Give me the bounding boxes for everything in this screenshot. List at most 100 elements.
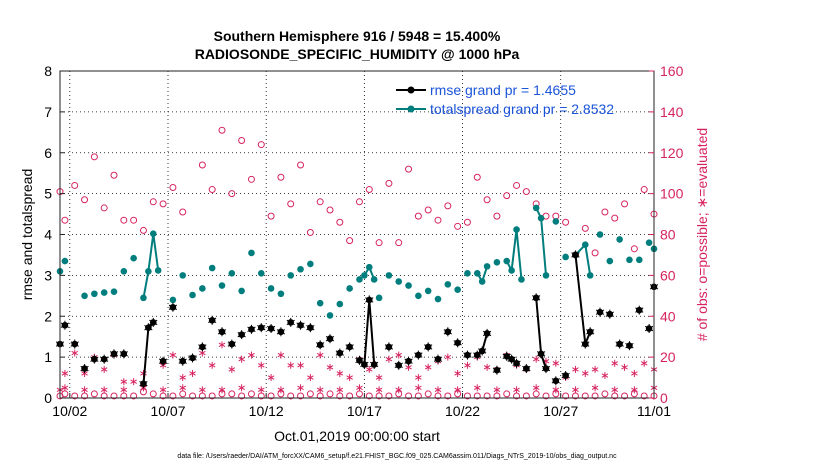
obs-evaluated-low-point-stroke — [159, 387, 167, 393]
rmse-point-star-stroke — [158, 358, 168, 364]
rmse-point-star — [581, 339, 590, 349]
obs-possible-point — [218, 126, 226, 134]
rmse-point-star — [463, 350, 472, 360]
rmse-point-star — [188, 353, 197, 363]
obs-evaluated-point-stroke — [365, 367, 373, 372]
obs-evaluated-low-point — [454, 386, 461, 394]
obs-evaluated-point-stroke — [395, 352, 403, 358]
obs-possible-low-point — [287, 392, 295, 400]
obs-evaluated-point — [483, 363, 491, 371]
x-tick-label: 11/01 — [637, 403, 671, 419]
rmse-point-star — [266, 324, 276, 334]
rmse-point-star — [100, 354, 109, 364]
obs-possible-low-point — [385, 392, 393, 400]
obs-evaluated-low-point-stroke — [395, 387, 403, 393]
obs-possible-low-point — [238, 392, 246, 400]
spread-point — [149, 230, 157, 237]
rmse-point-star-stroke — [532, 295, 541, 301]
obs-evaluated-point — [552, 359, 560, 367]
rmse-point-star — [109, 349, 119, 359]
spread-point — [365, 263, 373, 271]
obs-possible-point — [169, 183, 177, 191]
chart-title-line2: RADIOSONDE_SPECIFIC_HUMIDITY @ 1000 hPa — [195, 46, 520, 62]
obs-possible-low-point — [306, 390, 314, 398]
rmse-point-star-stroke — [478, 348, 487, 354]
rmse-point-star — [478, 346, 487, 356]
obs-possible-low-point — [581, 392, 589, 400]
obs-possible-point — [326, 206, 334, 214]
rmse-point-star — [237, 330, 246, 340]
obs-possible-point — [238, 136, 246, 144]
obs-evaluated-low-point-stroke — [316, 387, 324, 393]
obs-possible-low-point — [562, 392, 570, 400]
obs-possible-low-point — [522, 392, 530, 400]
spread-point — [120, 267, 128, 275]
rmse-point-star — [70, 339, 79, 349]
spread-point — [537, 214, 545, 222]
obs-evaluated-low-point — [572, 386, 579, 394]
obs-evaluated-low-point-stroke — [631, 387, 638, 393]
obs-evaluated-low-point-stroke — [415, 385, 422, 390]
obs-evaluated-point-stroke — [189, 371, 196, 376]
rmse-point-star-stroke — [404, 358, 413, 364]
spread-point — [508, 267, 515, 274]
spread-point — [307, 260, 314, 268]
rmse-point-star — [605, 309, 614, 319]
x-tick-label: 10/27 — [543, 403, 578, 419]
obs-possible-point — [257, 141, 265, 149]
obs-evaluated-point-stroke — [179, 375, 187, 380]
rmse-point-star — [644, 324, 654, 334]
obs-evaluated-low-point-stroke — [454, 387, 461, 393]
obs-possible-low-point — [424, 390, 432, 398]
rmse-point-star — [316, 340, 325, 350]
obs-evaluated-low-point — [297, 384, 304, 392]
rmse-point-star-stroke — [80, 365, 89, 372]
footer-file-path: data file: /Users/raeder/DAI/ATM_forcXX/… — [177, 453, 617, 460]
obs-evaluated-point-stroke — [248, 352, 255, 358]
obs-possible-point — [208, 186, 216, 194]
x-tick-label: 10/02 — [52, 403, 87, 419]
obs-possible-low-point — [208, 392, 216, 400]
obs-possible-point — [316, 198, 324, 206]
obs-evaluated-low-point — [277, 386, 285, 394]
obs-evaluated-low-point-stroke — [356, 385, 363, 390]
obs-evaluated-low-point — [473, 384, 481, 392]
y-tick-label-right: 20 — [660, 349, 676, 365]
rmse-point-star-stroke — [119, 351, 128, 357]
spread-line — [505, 229, 523, 280]
y-tick-label-left: 0 — [44, 390, 52, 406]
rmse-point-star — [507, 354, 516, 364]
rmse-point-star-stroke — [149, 319, 158, 326]
obs-possible-low-point — [483, 392, 491, 400]
obs-possible-point — [522, 188, 530, 196]
obs-evaluated-point-stroke — [601, 373, 609, 378]
chart-title-line1: Southern Hemisphere 916 / 5948 = 15.400% — [214, 28, 501, 44]
y-axis-label-right: # of obs: o=possible; ∗=evaluated — [694, 128, 710, 341]
obs-evaluated-point — [346, 374, 353, 382]
spread-point — [395, 278, 403, 285]
obs-evaluated-low-point — [218, 386, 226, 394]
spread-point — [169, 296, 177, 304]
obs-evaluated-low-point — [81, 386, 88, 394]
obs-possible-point — [640, 186, 648, 194]
spread-point — [361, 272, 368, 279]
rmse-point-star — [325, 334, 335, 344]
rmse-point-star-stroke — [208, 317, 217, 324]
rmse-point-star — [144, 323, 153, 333]
y-tick-label-left: 4 — [44, 227, 52, 243]
rmse-point-star — [635, 305, 644, 315]
legend-rmse-marker — [407, 86, 415, 94]
rmse-point-star — [595, 307, 605, 317]
rmse-point-star-stroke — [463, 352, 472, 358]
spread-point — [81, 292, 88, 300]
obs-evaluated-low-point-stroke — [552, 387, 560, 393]
obs-possible-point — [130, 216, 138, 224]
obs-possible-point — [149, 198, 157, 206]
obs-evaluated-point-stroke — [611, 361, 619, 366]
spread-point — [596, 231, 604, 238]
spread-point — [552, 218, 560, 225]
obs-possible-low-point — [149, 390, 157, 398]
y-tick-label-left: 7 — [44, 104, 52, 120]
obs-evaluated-point — [71, 349, 79, 357]
obs-evaluated-low-point — [493, 386, 501, 394]
